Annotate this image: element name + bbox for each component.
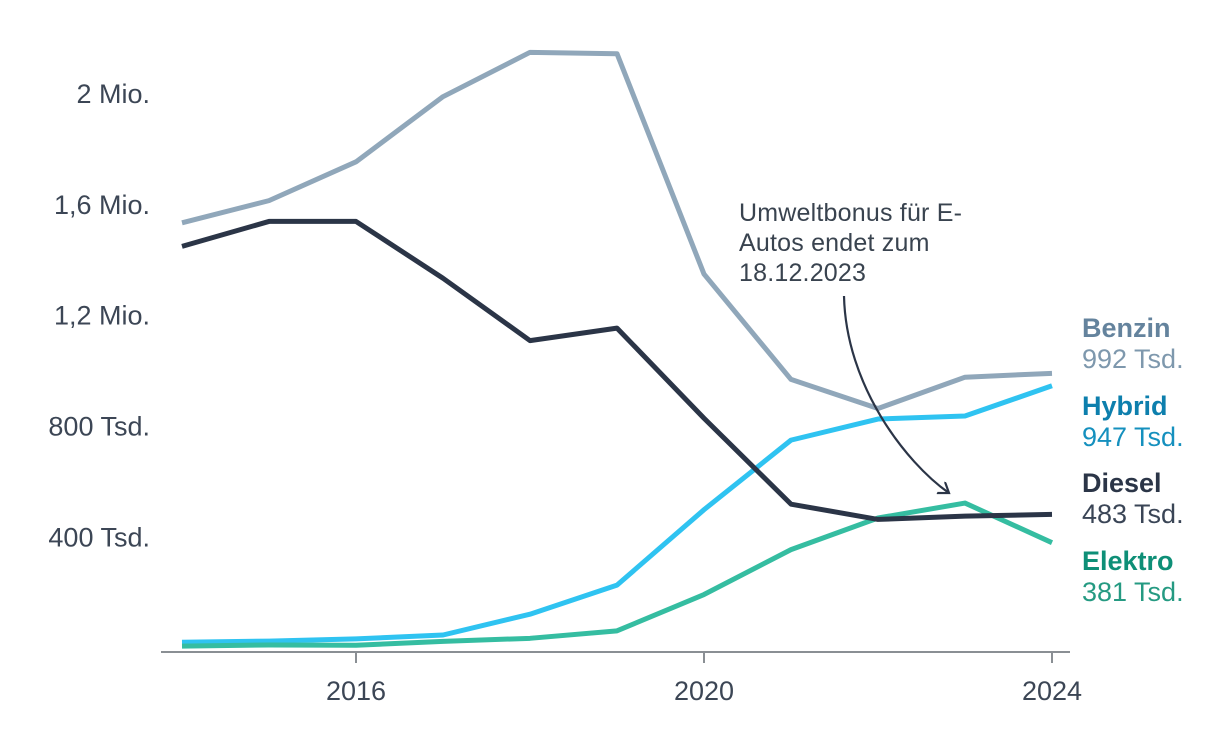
x-tick-label-2016: 2016: [326, 676, 386, 706]
legend-series-value: 947 Tsd.: [1082, 422, 1184, 452]
y-tick-label: 400 Tsd.: [48, 522, 150, 552]
x-tick-label-2024: 2024: [1022, 676, 1082, 706]
annotation-arrow: [842, 295, 949, 493]
legend-series-value: 483 Tsd.: [1082, 499, 1184, 529]
annotation-line: Umweltbonus für E-: [739, 199, 963, 227]
legend-entry-diesel: Diesel 483 Tsd.: [1082, 468, 1184, 530]
annotation: Umweltbonus für E- Autos endet zum 18.12…: [739, 198, 962, 288]
x-tick-label-2020: 2020: [674, 676, 734, 706]
legend-series-value: 992 Tsd.: [1082, 344, 1184, 374]
series-line-elektro: [181, 500, 1054, 649]
legend-series-value: 381 Tsd.: [1082, 577, 1184, 607]
series-line-diesel: [181, 218, 1053, 522]
legend-entry-elektro: Elektro 381 Tsd.: [1082, 546, 1184, 608]
annotation-line: 18.12.2023: [739, 259, 867, 287]
legend-entry-benzin: Benzin 992 Tsd.: [1082, 313, 1184, 375]
y-tick-label: 2 Mio.: [76, 79, 150, 109]
y-tick-label: 1,6 Mio.: [54, 190, 150, 220]
legend-series-name: Hybrid: [1082, 391, 1168, 421]
series-line-hybrid: [181, 383, 1053, 645]
legend-series-name: Diesel: [1082, 468, 1162, 498]
legend-entry-hybrid: Hybrid 947 Tsd.: [1082, 391, 1184, 453]
legend-series-name: Elektro: [1082, 546, 1174, 576]
annotation-line: Autos endet zum: [739, 229, 930, 257]
legend-series-name: Benzin: [1082, 313, 1171, 343]
series-line-benzin: [181, 49, 1053, 412]
y-tick-label: 800 Tsd.: [48, 412, 150, 442]
y-tick-label: 1,2 Mio.: [54, 301, 150, 331]
